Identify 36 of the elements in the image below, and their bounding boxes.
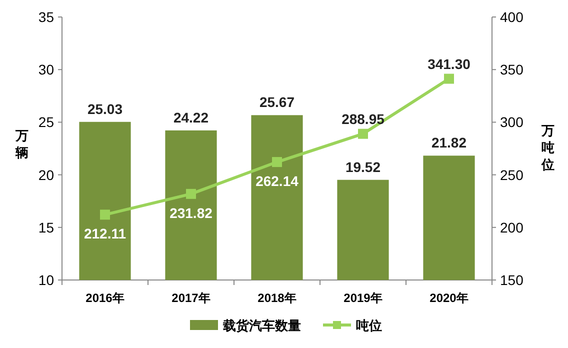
point: [100, 210, 110, 220]
y-tick-label: 20: [38, 166, 54, 183]
x-tick-label: 2017年: [172, 291, 210, 305]
point: [272, 157, 282, 168]
y2-tick-label: 350: [500, 62, 524, 78]
legend-label: 吨位: [356, 318, 382, 333]
point: [444, 74, 454, 84]
x-tick-label: 2016年: [86, 291, 124, 305]
data-label: 212.11: [84, 226, 126, 242]
data-label: 231.82: [170, 204, 213, 221]
y-tick-label: 10: [38, 272, 54, 288]
y-tick-label: 25: [38, 114, 54, 130]
x-tick-label: 2019年: [344, 291, 382, 305]
y2-axis-title: 万吨位: [540, 123, 554, 172]
data-label: 25.67: [259, 94, 295, 110]
y-tick-label: 35: [38, 9, 54, 25]
x-tick-label: 2020年: [430, 291, 468, 305]
data-label: 21.82: [431, 134, 467, 151]
point: [186, 188, 196, 199]
y-tick-label: 15: [38, 219, 54, 236]
y2-tick-label: 300: [500, 114, 524, 130]
point: [358, 128, 368, 139]
y2-tick-label: 200: [500, 219, 524, 236]
data-label: 24.22: [173, 109, 209, 126]
y-axis-title: 万辆: [14, 128, 28, 160]
data-label: 262.14: [256, 173, 299, 190]
data-label: 19.52: [345, 158, 381, 175]
data-label: 288.95: [342, 110, 385, 127]
legend-label: 载货汽车数量: [222, 318, 301, 333]
data-label: 25.03: [87, 100, 123, 117]
y2-tick-label: 400: [500, 9, 524, 25]
y2-tick-label: 150: [500, 272, 524, 288]
y2-tick-label: 250: [500, 166, 524, 183]
y-tick-label: 30: [38, 62, 54, 78]
data-label: 341.30: [428, 56, 471, 72]
x-tick-label: 2018年: [258, 291, 296, 305]
